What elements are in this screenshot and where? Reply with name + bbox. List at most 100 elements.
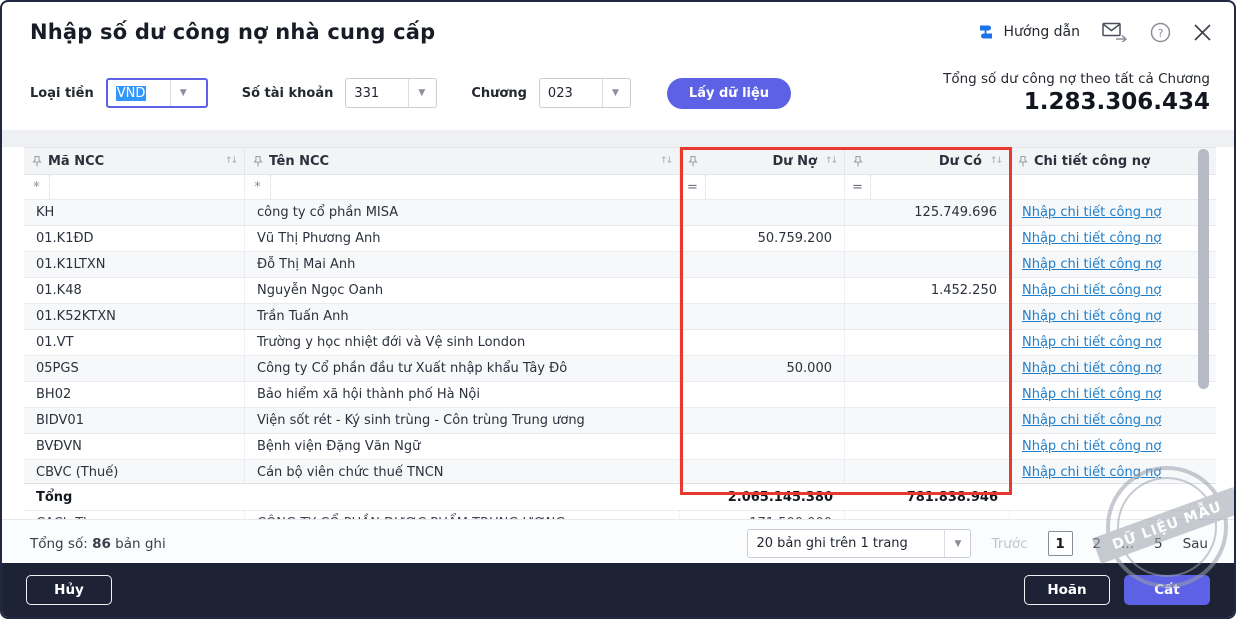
pin-icon[interactable]: [253, 155, 263, 168]
pin-icon[interactable]: [32, 155, 42, 168]
pagination-page-2[interactable]: 2: [1092, 535, 1102, 552]
cell-credit[interactable]: [845, 252, 1010, 277]
account-select[interactable]: 331 ▼: [345, 78, 438, 108]
sort-icon[interactable]: ↑↓: [224, 156, 238, 166]
sort-icon[interactable]: ↑↓: [989, 156, 1003, 166]
column-header-detail[interactable]: Chi tiết công nợ ↑↓: [1010, 148, 1216, 174]
cell-debit[interactable]: [680, 304, 845, 329]
detail-link[interactable]: Nhập chi tiết công nợ: [1022, 205, 1162, 220]
detail-link[interactable]: Nhập chi tiết công nợ: [1022, 283, 1162, 298]
feedback-mail-icon[interactable]: [1102, 22, 1128, 42]
sort-icon[interactable]: ↑↓: [824, 156, 838, 166]
cell-credit[interactable]: [845, 460, 1010, 484]
cell-debit[interactable]: [680, 460, 845, 484]
vertical-scrollbar[interactable]: [1198, 149, 1209, 389]
summary-credit-total: 781.838.946: [906, 489, 998, 505]
page-title: Nhập số dư công nợ nhà cung cấp: [30, 20, 436, 44]
account-value: 331: [354, 85, 380, 101]
cell-debit[interactable]: [680, 278, 845, 303]
currency-select[interactable]: VND ▼: [105, 78, 208, 108]
cell-debit[interactable]: [680, 252, 845, 277]
grand-total-caption: Tổng số dư công nợ theo tất cả Chương: [943, 71, 1210, 87]
cell-credit[interactable]: [845, 226, 1010, 251]
filter-operator-name[interactable]: *: [245, 175, 271, 199]
cell-credit[interactable]: [845, 304, 1010, 329]
cell-credit[interactable]: [845, 330, 1010, 355]
fetch-data-button[interactable]: Lấy dữ liệu: [666, 77, 792, 109]
cell-code: 01.K1ĐD: [24, 226, 245, 251]
cell-debit[interactable]: [680, 382, 845, 407]
chevron-down-icon: ▼: [408, 79, 434, 107]
guide-button[interactable]: Hướng dẫn: [976, 22, 1080, 42]
cell-credit[interactable]: 125.749.696: [845, 200, 1010, 225]
cell-name: Công ty Cổ phần đầu tư Xuất nhập khẩu Tâ…: [245, 356, 680, 381]
filter-operator-code[interactable]: *: [24, 175, 50, 199]
cell-name: công ty cổ phần MISA: [245, 200, 680, 225]
cell-code: 01.VT: [24, 330, 245, 355]
summary-debit-total: 2.065.145.380: [727, 489, 833, 505]
pin-icon[interactable]: [853, 155, 863, 168]
cell-debit[interactable]: 50.759.200: [680, 226, 845, 251]
column-header-name[interactable]: Tên NCC ↑↓: [245, 148, 680, 174]
pagination-page-1[interactable]: 1: [1047, 531, 1073, 556]
detail-link[interactable]: Nhập chi tiết công nợ: [1022, 257, 1162, 272]
pagination-prev[interactable]: Trước: [991, 535, 1028, 552]
pin-icon[interactable]: [688, 155, 698, 168]
table-row: 01.K1LTXN Đỗ Thị Mai Anh Nhập chi tiết c…: [24, 252, 1216, 278]
filter-input-name[interactable]: [271, 175, 679, 199]
chapter-label: Chương: [471, 85, 527, 101]
cell-debit[interactable]: [680, 330, 845, 355]
pagination-page-5[interactable]: 5: [1154, 535, 1163, 552]
cell-code: CBVC (Thuế): [24, 460, 245, 484]
cell-debit[interactable]: [680, 200, 845, 225]
sort-icon[interactable]: ↑↓: [659, 156, 673, 166]
table-row: BVĐVN Bệnh viện Đặng Văn Ngữ Nhập chi ti…: [24, 434, 1216, 460]
currency-label: Loại tiền: [30, 85, 94, 101]
page-size-select[interactable]: 20 bản ghi trên 1 trang ▼: [747, 529, 972, 558]
filter-input-code[interactable]: [50, 175, 244, 199]
close-icon[interactable]: [1193, 23, 1212, 42]
detail-link[interactable]: Nhập chi tiết công nợ: [1022, 335, 1162, 350]
detail-link[interactable]: Nhập chi tiết công nợ: [1022, 387, 1162, 402]
detail-link[interactable]: Nhập chi tiết công nợ: [1022, 361, 1162, 376]
pagination-next[interactable]: Sau: [1182, 535, 1208, 552]
cell-name: Trần Tuấn Anh: [245, 304, 680, 329]
cell-debit[interactable]: [680, 408, 845, 433]
cell-debit[interactable]: [680, 434, 845, 459]
column-header-code[interactable]: Mã NCC ↑↓: [24, 148, 245, 174]
pin-icon[interactable]: [1018, 155, 1028, 168]
help-icon[interactable]: ?: [1150, 22, 1171, 43]
cell-debit[interactable]: 50.000: [680, 356, 845, 381]
table-row: BIDV01 Viện sốt rét - Ký sinh trùng - Cô…: [24, 408, 1216, 434]
cell-credit[interactable]: [845, 408, 1010, 433]
detail-link[interactable]: Nhập chi tiết công nợ: [1022, 309, 1162, 324]
cell-credit[interactable]: [845, 434, 1010, 459]
table-row: 01.K1ĐD Vũ Thị Phương Anh 50.759.200 Nhậ…: [24, 226, 1216, 252]
detail-link[interactable]: Nhập chi tiết công nợ: [1022, 231, 1162, 246]
chevron-down-icon: ▼: [169, 80, 196, 106]
postpone-button[interactable]: Hoãn: [1024, 575, 1110, 605]
detail-link[interactable]: Nhập chi tiết công nợ: [1022, 439, 1162, 454]
table-row: 01.VT Trường y học nhiệt đới và Vệ sinh …: [24, 330, 1216, 356]
detail-link[interactable]: Nhập chi tiết công nợ: [1022, 413, 1162, 428]
column-header-credit[interactable]: Dư Có ↑↓: [845, 148, 1010, 174]
filter-operator-debit[interactable]: =: [680, 175, 706, 199]
cell-name: Bảo hiểm xã hội thành phố Hà Nội: [245, 382, 680, 407]
chevron-down-icon: ▼: [601, 79, 628, 107]
filter-input-debit[interactable]: [706, 175, 844, 199]
grand-total-block: Tổng số dư công nợ theo tất cả Chương 1.…: [943, 71, 1210, 115]
cell-credit[interactable]: [845, 382, 1010, 407]
cell-code: 01.K1LTXN: [24, 252, 245, 277]
table-row: BH02 Bảo hiểm xã hội thành phố Hà Nội Nh…: [24, 382, 1216, 408]
cancel-button[interactable]: Hủy: [26, 575, 112, 605]
column-header-debit[interactable]: Dư Nợ ↑↓: [680, 148, 845, 174]
record-count: Tổng số: 86 bản ghi: [30, 535, 166, 552]
save-button[interactable]: Cất: [1124, 575, 1210, 605]
filter-bar: Loại tiền VND ▼ Số tài khoản 331 ▼ Chươn…: [2, 62, 1234, 130]
detail-link[interactable]: Nhập chi tiết công nợ: [1022, 465, 1162, 480]
filter-operator-credit[interactable]: =: [845, 175, 871, 199]
chapter-select[interactable]: 023 ▼: [538, 78, 631, 108]
cell-credit[interactable]: [845, 356, 1010, 381]
cell-credit[interactable]: 1.452.250: [845, 278, 1010, 303]
filter-input-credit[interactable]: [871, 175, 1009, 199]
